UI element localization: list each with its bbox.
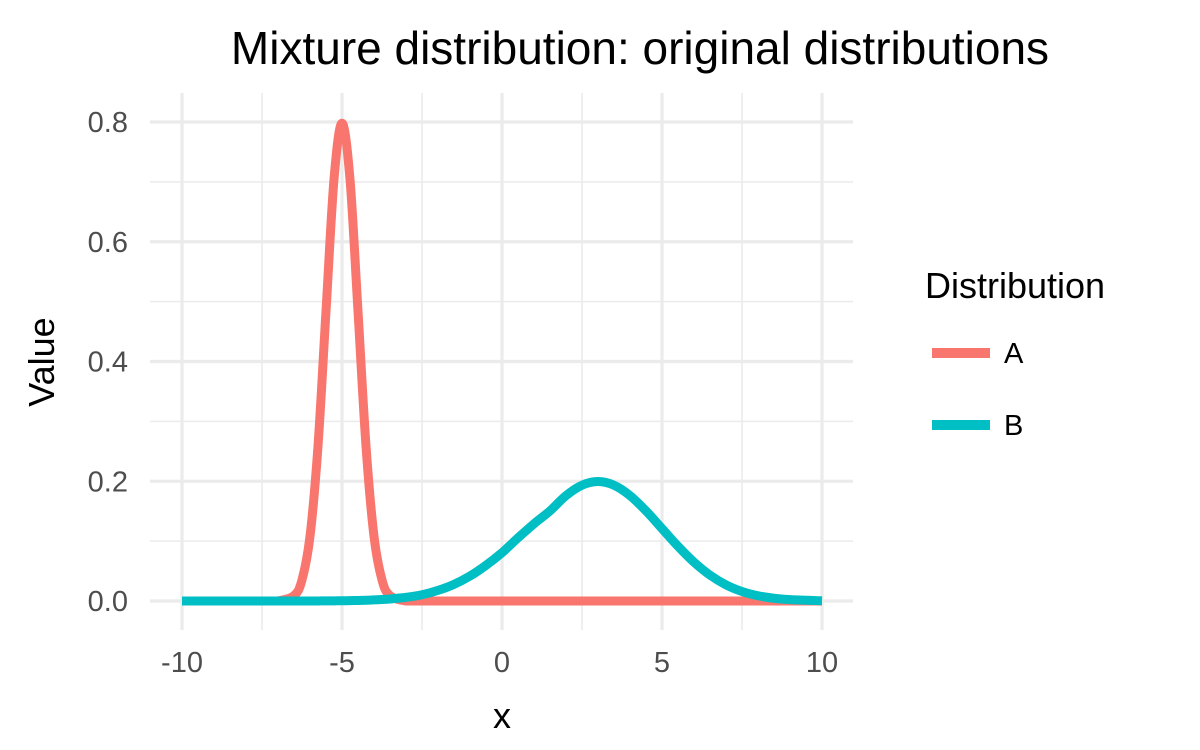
legend-items: AB <box>932 338 1024 442</box>
x-tick-label: -10 <box>161 647 203 679</box>
x-tick-label: -5 <box>329 647 355 679</box>
y-tick-label: 0.8 <box>88 107 128 139</box>
legend-title: Distribution <box>925 265 1105 306</box>
x-tick-label: 5 <box>654 647 670 679</box>
series-line-b <box>182 477 823 606</box>
legend-label-b: B <box>1004 410 1023 442</box>
series-group <box>182 118 823 606</box>
y-tick-label: 0.6 <box>88 227 128 259</box>
legend: Distribution AB <box>925 265 1105 442</box>
series-line-a <box>182 118 822 606</box>
chart-title: Mixture distribution: original distribut… <box>231 22 1049 74</box>
x-tick-label: 10 <box>806 647 838 679</box>
x-axis-title: x <box>493 695 511 736</box>
legend-label-a: A <box>1004 338 1024 370</box>
y-tick-label: 0.4 <box>88 347 128 379</box>
y-axis-title: Value <box>21 317 62 406</box>
y-tick-label: 0.0 <box>88 586 128 618</box>
y-axis-ticks: 0.0 0.2 0.4 0.6 0.8 <box>88 107 128 618</box>
x-axis-ticks: -10 -5 0 5 10 <box>161 647 838 679</box>
y-tick-label: 0.2 <box>88 466 128 498</box>
x-tick-label: 0 <box>494 647 510 679</box>
